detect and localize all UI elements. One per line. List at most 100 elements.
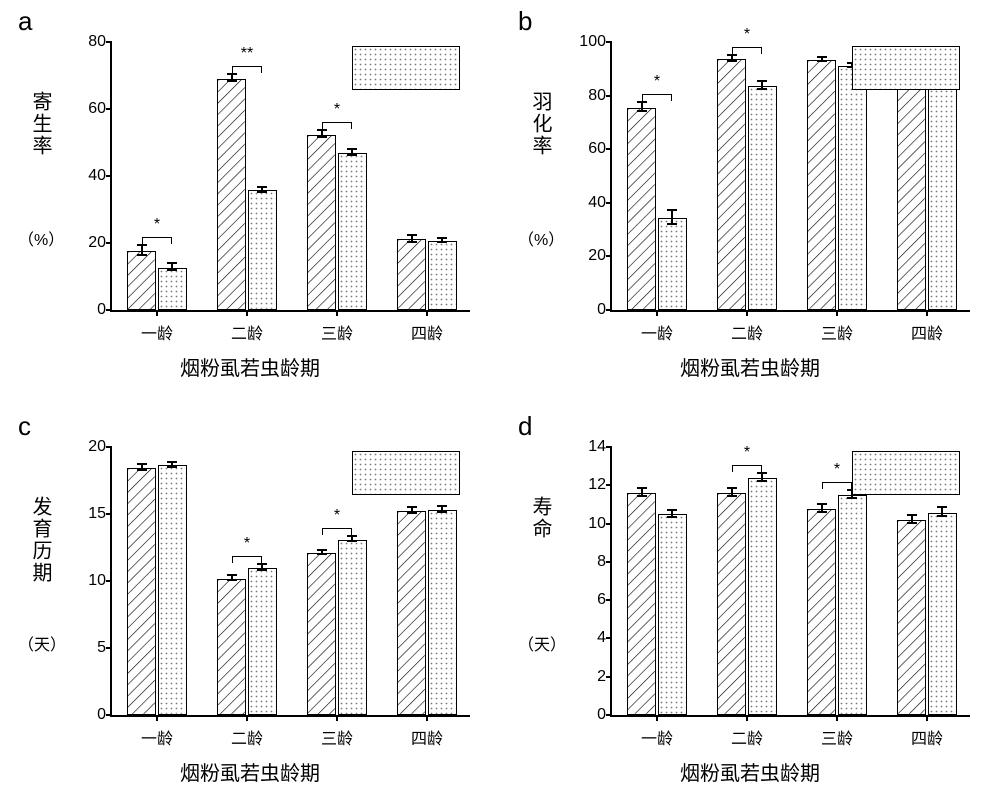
bar-ck [717,493,746,715]
errorbar-cap [757,472,767,474]
sig-marker: * [654,73,660,91]
errorbar-cap [727,60,737,62]
y-axis-label: 发育历期 [26,496,55,584]
errorbar-cap [667,223,677,225]
sig-bracket [232,556,263,557]
ytick-mark [606,41,612,43]
panel-label: a [18,6,32,37]
bar-ck [217,579,246,715]
plot-area: 02468101214一龄二龄*三龄*四龄CK爪哇虫草 [610,447,970,717]
sig-marker: * [834,461,840,479]
errorbar-cap [227,73,237,75]
ytick-mark [606,446,612,448]
panel-label: c [18,411,31,442]
legend-swatch-treatment [859,70,889,82]
ytick-mark [106,647,112,649]
sig-marker: * [154,216,160,234]
legend-row-treatment: 爪哇虫草 [859,67,953,85]
sig-bracket [732,465,763,466]
xtick-label: 一龄 [641,715,673,749]
xtick-label: 四龄 [411,715,443,749]
errorbar-cap [347,154,357,156]
legend-row-treatment: 爪哇虫草 [359,67,453,85]
legend: CK爪哇虫草 [352,451,460,495]
errorbar-cap [437,511,447,513]
errorbar-cap [727,54,737,56]
xtick-label: 四龄 [911,310,943,344]
legend-swatch-treatment [359,475,389,487]
errorbar-cap [257,191,267,193]
xtick-label: 二龄 [231,715,263,749]
errorbar-cap [667,509,677,511]
bar-ck [397,239,426,310]
bar-treatment [838,495,867,715]
bar-ck [627,108,656,311]
bar-treatment [748,86,777,310]
ytick-mark [106,446,112,448]
panel-c: c05101520一龄二龄*三龄*四龄CK爪哇虫草发育历期（天）烟粉虱若虫龄期 [0,405,500,810]
panel-label: b [518,6,532,37]
ytick-mark [606,95,612,97]
bar-treatment [928,58,957,310]
errorbar-cap [407,506,417,508]
y-axis-unit: （天） [518,631,566,655]
xtick-label: 二龄 [231,310,263,344]
errorbar-cap [907,522,917,524]
xtick-label: 二龄 [731,715,763,749]
bar-treatment [658,514,687,715]
legend: CK爪哇虫草 [852,46,960,90]
sig-marker: * [744,444,750,462]
ytick-mark [606,309,612,311]
errorbar-cap [817,511,827,513]
sig-bracket [232,66,263,67]
errorbar-cap [937,506,947,508]
bar-treatment [748,478,777,715]
xtick-label: 一龄 [141,310,173,344]
errorbar-cap [317,549,327,551]
errorbar-cap [167,461,177,463]
errorbar-cap [817,60,827,62]
xtick-label: 三龄 [321,715,353,749]
errorbar-cap [937,515,947,517]
errorbar-cap [137,469,147,471]
sig-bracket [732,47,763,48]
errorbar-cap [257,563,267,565]
errorbar-cap [437,505,447,507]
bar-treatment [838,66,867,310]
errorbar-cap [317,136,327,138]
errorbar-cap [347,540,357,542]
errorbar-cap [407,512,417,514]
bar-ck [307,135,336,311]
bar-ck [717,59,746,310]
errorbar-cap [257,186,267,188]
errorbar-cap [347,535,357,537]
sig-marker: * [244,535,250,553]
errorbar-cap [757,80,767,82]
xtick-label: 二龄 [731,310,763,344]
errorbar-cap [637,495,647,497]
errorbar-cap [637,487,647,489]
errorbar-cap [407,234,417,236]
legend: CK爪哇虫草 [352,46,460,90]
xtick-label: 四龄 [411,310,443,344]
bar-treatment [158,268,187,310]
plot-area: 05101520一龄二龄*三龄*四龄CK爪哇虫草 [110,447,470,717]
ytick-mark [106,513,112,515]
x-axis-label: 烟粉虱若虫龄期 [500,352,1000,381]
xtick-label: 三龄 [821,310,853,344]
bar-ck [807,509,836,715]
ytick-mark [106,309,112,311]
ytick-mark [106,41,112,43]
figure-4panel: a020406080一龄*二龄**三龄*四龄CK爪哇虫草寄生率（%）烟粉虱若虫龄… [0,0,1000,810]
x-axis-label: 烟粉虱若虫龄期 [0,352,500,381]
errorbar-cap [317,129,327,131]
bar-treatment [338,153,367,310]
bar-treatment [248,568,277,715]
errorbar-cap [847,497,857,499]
ytick-mark [606,255,612,257]
errorbar-cap [637,101,647,103]
ytick-mark [606,637,612,639]
panel-label: d [518,411,532,442]
errorbar-cap [727,495,737,497]
ytick-mark [606,202,612,204]
